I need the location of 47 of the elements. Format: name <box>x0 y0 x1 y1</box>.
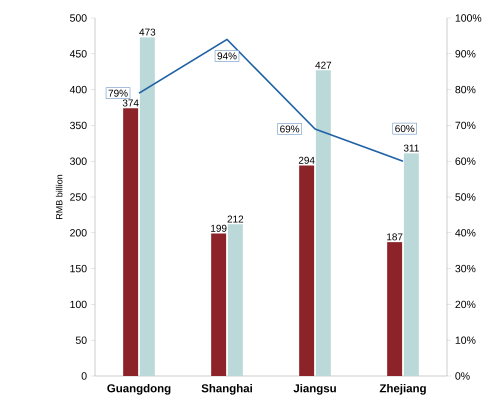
data-label: 311 <box>404 144 419 152</box>
y2-tick-label: 80% <box>455 86 476 94</box>
x-tick-label: Zhejiang <box>380 384 426 395</box>
y2-tick-label: 0% <box>455 372 470 380</box>
y2-tick-label: 50% <box>455 193 476 201</box>
data-label: 212 <box>228 216 244 223</box>
data-label: 199 <box>211 224 226 232</box>
y2-tick-label: 90% <box>455 50 476 58</box>
y-tick-label: 0 <box>82 372 87 380</box>
bar <box>211 234 226 376</box>
y-tick-label: 50 <box>76 336 87 344</box>
y-tick-label: 250 <box>70 193 87 201</box>
bar <box>404 153 419 376</box>
data-label: 473 <box>139 28 156 36</box>
data-label: 374 <box>122 99 139 107</box>
data-label: 294 <box>298 156 315 164</box>
y2-tick-label: 60% <box>455 158 476 165</box>
y-tick-label: 450 <box>70 50 87 58</box>
data-label: 69% <box>280 125 300 132</box>
bar <box>123 108 138 376</box>
x-tick-label: Shanghai <box>202 384 252 395</box>
y2-tick-label: 70% <box>455 122 476 130</box>
data-label: 79% <box>108 90 128 97</box>
y-tick-label: 400 <box>70 86 87 94</box>
bar <box>316 70 331 376</box>
data-label: 60% <box>395 125 414 132</box>
y2-tick-label: 10% <box>456 336 476 344</box>
y2-tick-label: 100% <box>456 14 482 22</box>
y-tick-label: 500 <box>70 14 87 22</box>
x-tick-label: Guangdong <box>107 384 170 395</box>
y-tick-label: 200 <box>70 229 87 237</box>
y-tick-label: 150 <box>70 264 87 272</box>
y-tick-label: 350 <box>70 122 87 130</box>
x-tick-label: Jiangsu <box>294 384 336 395</box>
y-tick-label: 100 <box>70 300 87 308</box>
bar <box>387 242 402 376</box>
data-label: 427 <box>315 62 332 69</box>
data-label: 187 <box>387 233 402 240</box>
data-label: 94% <box>218 52 237 60</box>
y2-tick-label: 20% <box>455 300 476 308</box>
y2-tick-label: 40% <box>455 229 476 237</box>
bar <box>299 165 314 376</box>
y2-tick-label: 30% <box>455 264 476 272</box>
bar <box>228 224 243 376</box>
y-axis-title: RMB billion <box>56 174 62 219</box>
bar <box>140 37 155 376</box>
y-tick-label: 300 <box>70 158 87 165</box>
